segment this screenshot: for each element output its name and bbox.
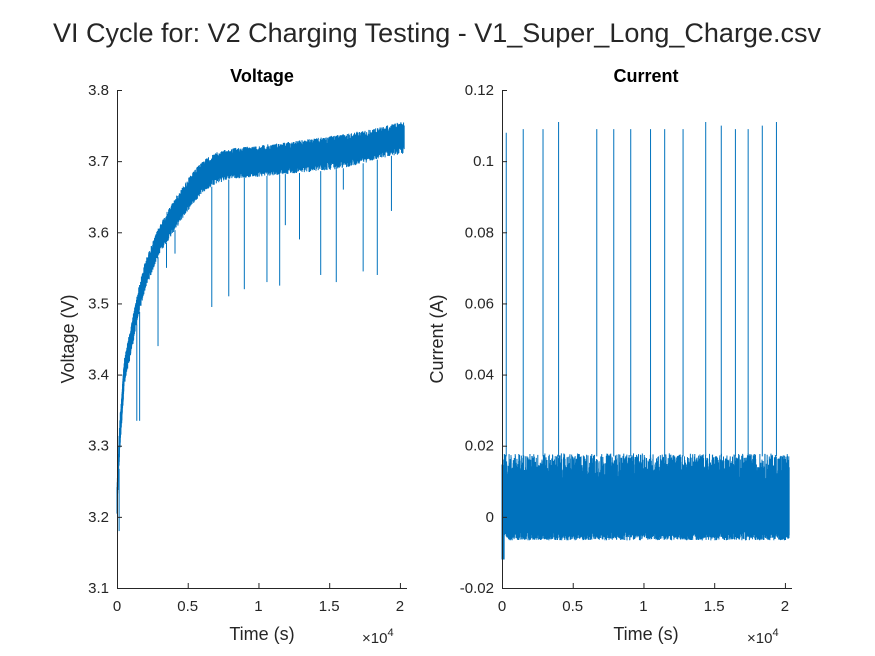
current-x-tick-label: 0 [498, 598, 506, 615]
current-x-exponent-label: ×104 [747, 627, 779, 647]
voltage-x-tick-label: 1.5 [319, 598, 340, 615]
current-y-tick-label: 0.12 [465, 82, 494, 99]
voltage-y-tick-label: 3.5 [88, 295, 109, 312]
voltage-y-axis-label: Voltage (V) [58, 294, 78, 383]
current-x-exponent-base: ×10 [747, 630, 772, 647]
current-series [501, 122, 790, 560]
voltage-axes-title: Voltage [230, 66, 294, 86]
current-axes-title: Current [613, 66, 678, 86]
current-y-tick-label: 0 [486, 509, 494, 526]
voltage-x-axis-label: Time (s) [229, 624, 294, 644]
current-series-line [501, 453, 790, 560]
voltage-axes: Voltage 0 0.5 1 1.5 2 3.1 3.2 3.3 3.4 3.5 3.6 3.7 3.… [58, 66, 407, 647]
current-y-tick-label: 0.08 [465, 224, 494, 241]
current-x-tick-label: 1.5 [704, 598, 725, 615]
voltage-series-line [116, 122, 405, 514]
voltage-series [116, 122, 405, 532]
voltage-x-exponent-label: ×104 [362, 627, 394, 647]
current-x-tick-label: 0.5 [562, 598, 583, 615]
voltage-y-tick-label: 3.7 [88, 153, 109, 170]
voltage-x-tick-label: 1 [254, 598, 262, 615]
voltage-y-tick-label: 3.3 [88, 438, 109, 455]
figure-title: VI Cycle for: V2 Charging Testing - V1_S… [53, 18, 821, 48]
voltage-x-tick-label: 2 [396, 598, 404, 615]
voltage-x-exponent-power: 4 [387, 627, 393, 639]
current-y-tick-label: 0.04 [465, 367, 494, 384]
current-x-exponent-power: 4 [772, 627, 778, 639]
current-y-tick-label: 0.02 [465, 438, 494, 455]
current-y-tick-label: 0.06 [465, 295, 494, 312]
voltage-y-tick-label: 3.2 [88, 509, 109, 526]
voltage-x-tick-label: 0.5 [177, 598, 198, 615]
voltage-y-tick-label: 3.8 [88, 82, 109, 99]
current-y-axis-label: Current (A) [427, 294, 447, 383]
voltage-ticks: 0 0.5 1 1.5 2 3.1 3.2 3.3 3.4 3.5 3.6 3.7 3.8 [88, 82, 404, 615]
voltage-y-tick-label: 3.6 [88, 224, 109, 241]
current-x-axis-label: Time (s) [613, 624, 678, 644]
current-y-tick-label: -0.02 [460, 580, 494, 597]
voltage-y-tick-label: 3.4 [88, 367, 109, 384]
current-x-tick-label: 2 [781, 598, 789, 615]
voltage-y-tick-label: 3.1 [88, 580, 109, 597]
current-x-tick-label: 1 [639, 598, 647, 615]
current-axes: Current 0 0.5 1 1.5 2-0.0200.020.040.060.080… [427, 66, 792, 647]
voltage-x-tick-label: 0 [113, 598, 121, 615]
current-y-tick-label: 0.1 [473, 153, 494, 170]
voltage-x-exponent-base: ×10 [362, 630, 387, 647]
